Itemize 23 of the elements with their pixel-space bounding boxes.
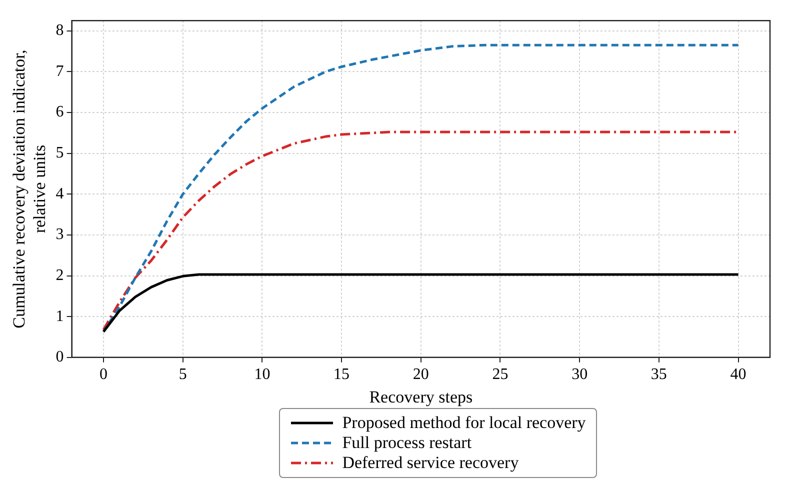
x-tick-label: 15 — [334, 366, 350, 384]
x-tick-label: 0 — [100, 366, 108, 384]
y-tick-label: 6 — [56, 104, 64, 121]
y-tick-label: 4 — [56, 185, 64, 202]
y-tick-label: 0 — [56, 348, 64, 366]
y-tick-label: 8 — [56, 22, 64, 40]
x-tick-label: 10 — [254, 366, 270, 384]
x-tick-label: 20 — [412, 366, 429, 384]
x-tick-label: 40 — [730, 366, 746, 384]
legend-label: Deferred service recovery — [342, 453, 519, 473]
legend-label: Full process restart — [342, 433, 472, 453]
y-tick-label: 5 — [56, 144, 64, 162]
x-axis-title: Recovery steps — [369, 387, 473, 406]
y-axis-title: Cumulative recovery deviation indicator, relative units — [10, 50, 50, 328]
x-tick-label: 35 — [650, 366, 667, 384]
x-tick-label: 30 — [572, 366, 588, 384]
y-tick-label: 1 — [56, 308, 64, 325]
x-tick-label: 5 — [178, 366, 187, 384]
y-tick-label: 3 — [56, 226, 64, 244]
x-tick-label: 25 — [492, 366, 508, 384]
y-tick-label: 2 — [56, 266, 64, 284]
y-tick-label: 7 — [56, 62, 64, 80]
legend-label: Proposed method for local recovery — [342, 413, 586, 433]
